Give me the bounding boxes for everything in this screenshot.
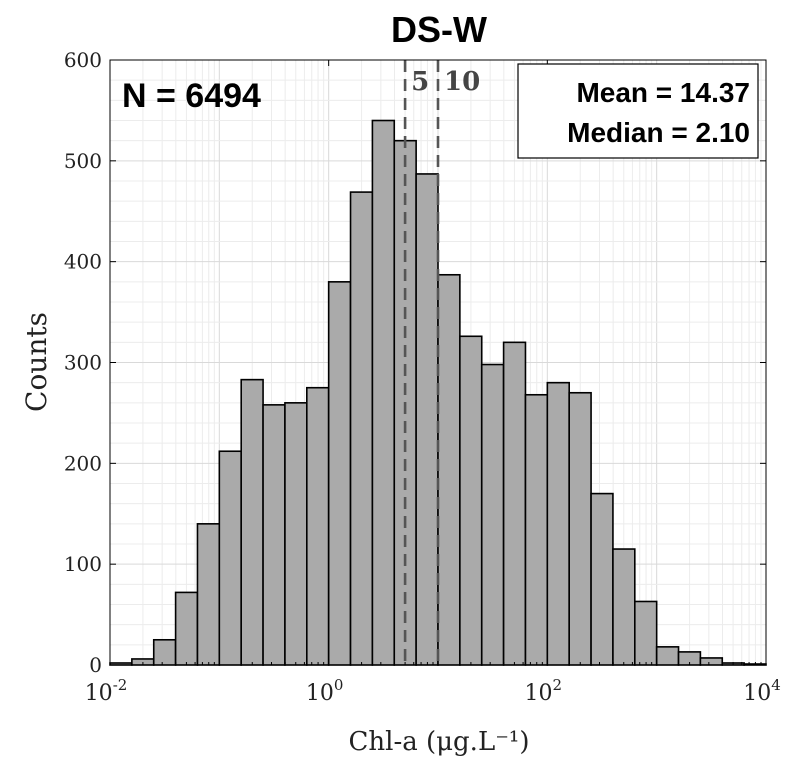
- histogram-bar: [546, 381, 570, 666]
- histogram-bar: [459, 335, 483, 666]
- histogram-bar: [305, 386, 330, 666]
- stats-box: [517, 63, 759, 159]
- histogram-bar: [590, 492, 614, 666]
- histogram-bar: [371, 119, 396, 666]
- x-tick-label: 102: [525, 676, 563, 706]
- histogram-bar: [218, 450, 242, 666]
- n-count-label: N = 6494: [122, 77, 261, 115]
- histogram-bar: [568, 391, 592, 666]
- histogram-bar: [327, 281, 352, 666]
- y-tick-label: 400: [64, 250, 102, 274]
- vline-layer: 5 10: [403, 60, 480, 665]
- histogram-bar: [480, 363, 505, 666]
- threshold-label: 5: [411, 67, 429, 97]
- y-tick-label: 600: [64, 48, 102, 72]
- histogram-bar: [415, 173, 439, 666]
- median-label: Median = 2.10: [567, 117, 750, 148]
- y-tick-label: 100: [64, 552, 102, 576]
- y-tick-label: 500: [64, 149, 102, 173]
- x-axis-label: Chl-a (μg.L⁻¹): [348, 727, 529, 757]
- histogram-bar: [262, 404, 286, 666]
- histogram-bar: [502, 341, 527, 666]
- histogram-bar: [349, 191, 374, 666]
- x-tick-label: 100: [306, 676, 344, 706]
- histogram-bar: [174, 591, 199, 666]
- mean-label: Mean = 14.37: [576, 77, 750, 108]
- y-tick-label: 0: [89, 653, 102, 677]
- histogram-bar: [437, 273, 461, 666]
- x-tick-label: 10-2: [85, 676, 128, 706]
- histogram-bar: [633, 600, 658, 666]
- y-axis-label: Counts: [20, 312, 53, 412]
- y-tick-label: 300: [64, 351, 102, 375]
- histogram-bar: [196, 523, 221, 666]
- histogram-bar: [655, 646, 680, 666]
- chart-title: DS-W: [391, 9, 487, 50]
- histogram-bar: [240, 378, 264, 666]
- histogram-bar: [284, 402, 308, 666]
- y-tick-label: 200: [64, 451, 102, 475]
- histogram-bar: [524, 393, 549, 666]
- histogram-bar: [152, 638, 177, 666]
- ticks-layer: 0 100 200 300 400 500 600 10-2 100 102 104: [64, 48, 781, 706]
- histogram-bar: [612, 548, 636, 666]
- x-tick-label: 104: [743, 676, 781, 706]
- histogram-bar: [699, 657, 724, 666]
- threshold-label: 10: [444, 67, 480, 97]
